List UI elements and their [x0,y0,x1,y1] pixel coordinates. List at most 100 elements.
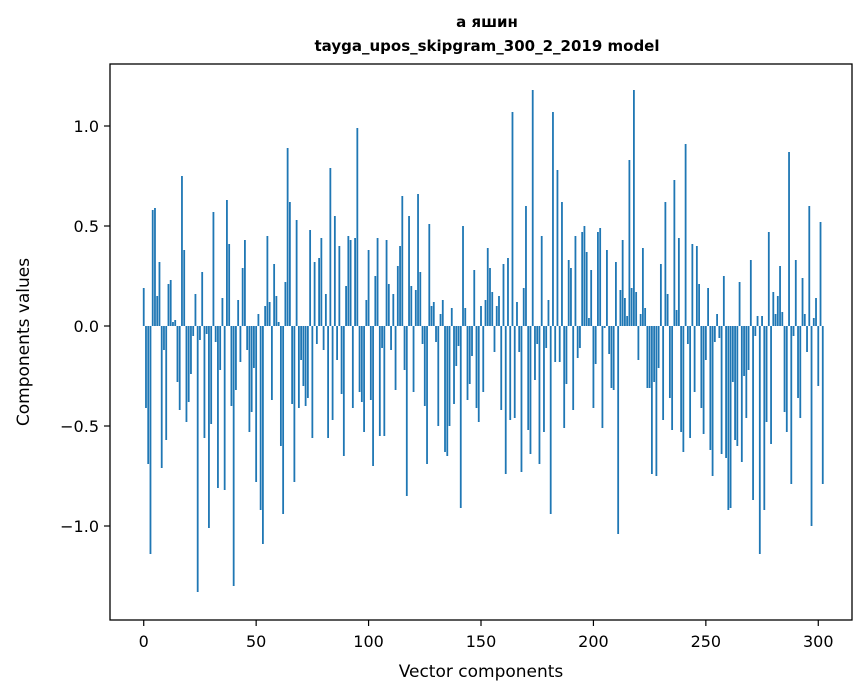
bar [217,326,219,488]
bar [668,326,671,398]
bar [331,326,334,420]
bar [356,128,359,326]
chart-subtitle: tayga_upos_skipgram_300_2_2019 model [315,37,660,55]
bar [439,314,442,326]
bar [228,244,231,326]
bar [311,326,314,438]
chart-title: а яшин [456,13,518,31]
bar [756,316,759,326]
bar [689,326,692,438]
bar [403,326,406,370]
bar [196,326,199,592]
bar [277,322,280,326]
bar [194,294,197,326]
bar [509,326,512,420]
bar [383,326,386,436]
bar [761,316,763,326]
bar [662,326,665,420]
bar [156,296,159,326]
bar [700,326,703,408]
y-tick-label: −0.5 [60,417,99,436]
bar [394,326,397,390]
bar [372,326,374,466]
y-tick-label: 1.0 [74,117,99,136]
x-tick-label: 0 [139,632,149,651]
bar [165,326,168,440]
bar [313,262,316,326]
bar [711,326,714,476]
bar [624,298,626,326]
bar [655,326,658,476]
bar [536,326,539,344]
bar [183,250,186,326]
bar [264,306,267,326]
bar [293,326,296,482]
bar [671,326,674,430]
bar [464,308,467,326]
bar [336,326,338,360]
bar [527,326,530,430]
bar [520,326,523,472]
bar [399,246,401,326]
bar [603,326,606,328]
bar [462,226,464,326]
bar [792,326,795,336]
bar [401,196,404,326]
bar [781,312,784,326]
bar [779,266,781,326]
bar [597,232,599,326]
bar [291,326,294,404]
bar [248,326,251,432]
bar [259,326,262,510]
bar [455,326,458,366]
bar [354,238,356,326]
bar [720,326,723,454]
bar [579,326,581,348]
bar [270,326,273,400]
bar [675,310,678,326]
bar [666,294,669,326]
bar [190,326,192,374]
bar [223,326,226,490]
bar [626,316,629,326]
bar [770,326,772,444]
bar [648,326,651,388]
bar [419,272,422,326]
bar [327,326,329,438]
bar [754,326,757,336]
y-axis-ticks: −1.0 −0.5 0.0 0.5 1.0 [60,117,110,536]
bar [369,326,372,400]
bar [736,326,739,446]
bar [226,200,228,326]
bar [318,258,321,326]
bar [187,326,190,402]
bar [653,326,656,382]
bar [167,284,170,326]
bar [819,222,822,326]
bar [475,326,478,408]
bar [498,296,500,326]
bar [531,90,534,326]
bar [441,300,444,326]
bar [414,290,417,326]
bar [208,326,210,528]
bar [295,220,298,326]
bar [815,298,817,326]
bar [783,326,786,412]
bar [158,262,161,326]
bar [507,258,509,326]
bar [561,202,563,326]
bar [320,238,323,326]
bar [473,270,476,326]
bar [288,202,291,326]
bar [664,202,667,326]
bar [659,264,662,326]
bar [360,326,363,402]
bar [459,326,462,508]
bar [790,326,793,484]
bar [522,288,525,326]
bar [250,326,253,412]
bar [644,308,647,326]
bar [257,314,260,326]
bar [657,326,660,368]
